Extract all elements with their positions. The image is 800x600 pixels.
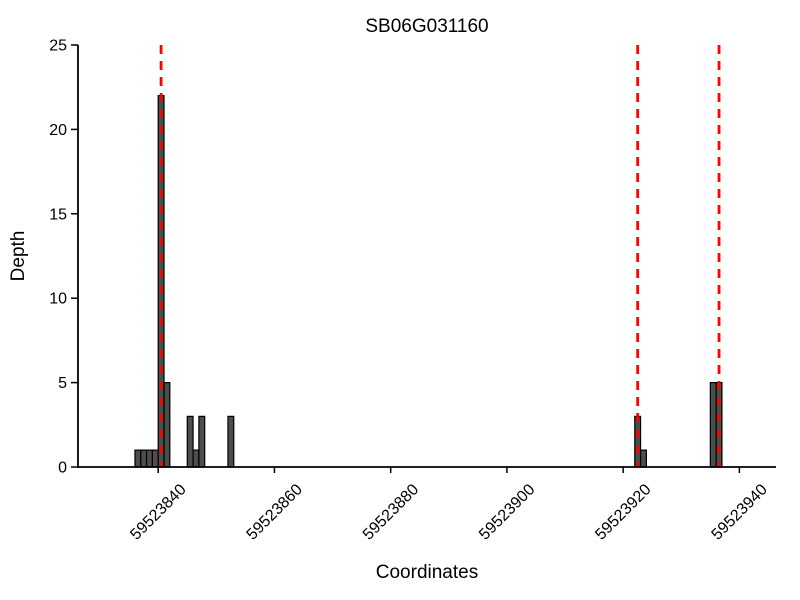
depth-bar	[134, 449, 142, 468]
x-tick-label: 59523880	[360, 481, 422, 543]
y-tick-label: 0	[58, 460, 67, 477]
x-tick-label: 59523840	[127, 481, 189, 543]
x-tick-label: 59523940	[709, 481, 771, 543]
y-tick-label: 15	[49, 206, 67, 223]
chart-title: SB06G031160	[365, 16, 488, 37]
y-tick-label: 5	[58, 375, 67, 392]
depth-bar	[198, 415, 206, 468]
depth-bar	[709, 382, 717, 468]
x-axis-label: Coordinates	[376, 562, 478, 583]
depth-bar	[186, 415, 194, 468]
y-axis-label: Depth	[8, 231, 29, 282]
x-tick-label: 59523920	[592, 481, 654, 543]
plot-area: 59523840 59523860 59523880 59523900 59523920…	[49, 38, 776, 544]
depth-bar	[140, 449, 148, 468]
depth-bar	[145, 449, 153, 468]
y-tick-label: 20	[49, 122, 67, 139]
depth-bar	[227, 415, 235, 468]
x-tick-label: 59523860	[244, 481, 306, 543]
depth-bar	[151, 449, 159, 468]
depth-bar	[157, 95, 165, 468]
depth-bar	[639, 449, 647, 468]
depth-bar	[163, 382, 171, 468]
y-tick-label: 25	[49, 38, 67, 55]
depth-bar	[634, 415, 642, 468]
y-tick-label: 10	[49, 291, 67, 308]
depth-bar	[192, 449, 200, 468]
depth-bar	[715, 382, 723, 468]
x-tick-label: 59523900	[476, 481, 538, 543]
